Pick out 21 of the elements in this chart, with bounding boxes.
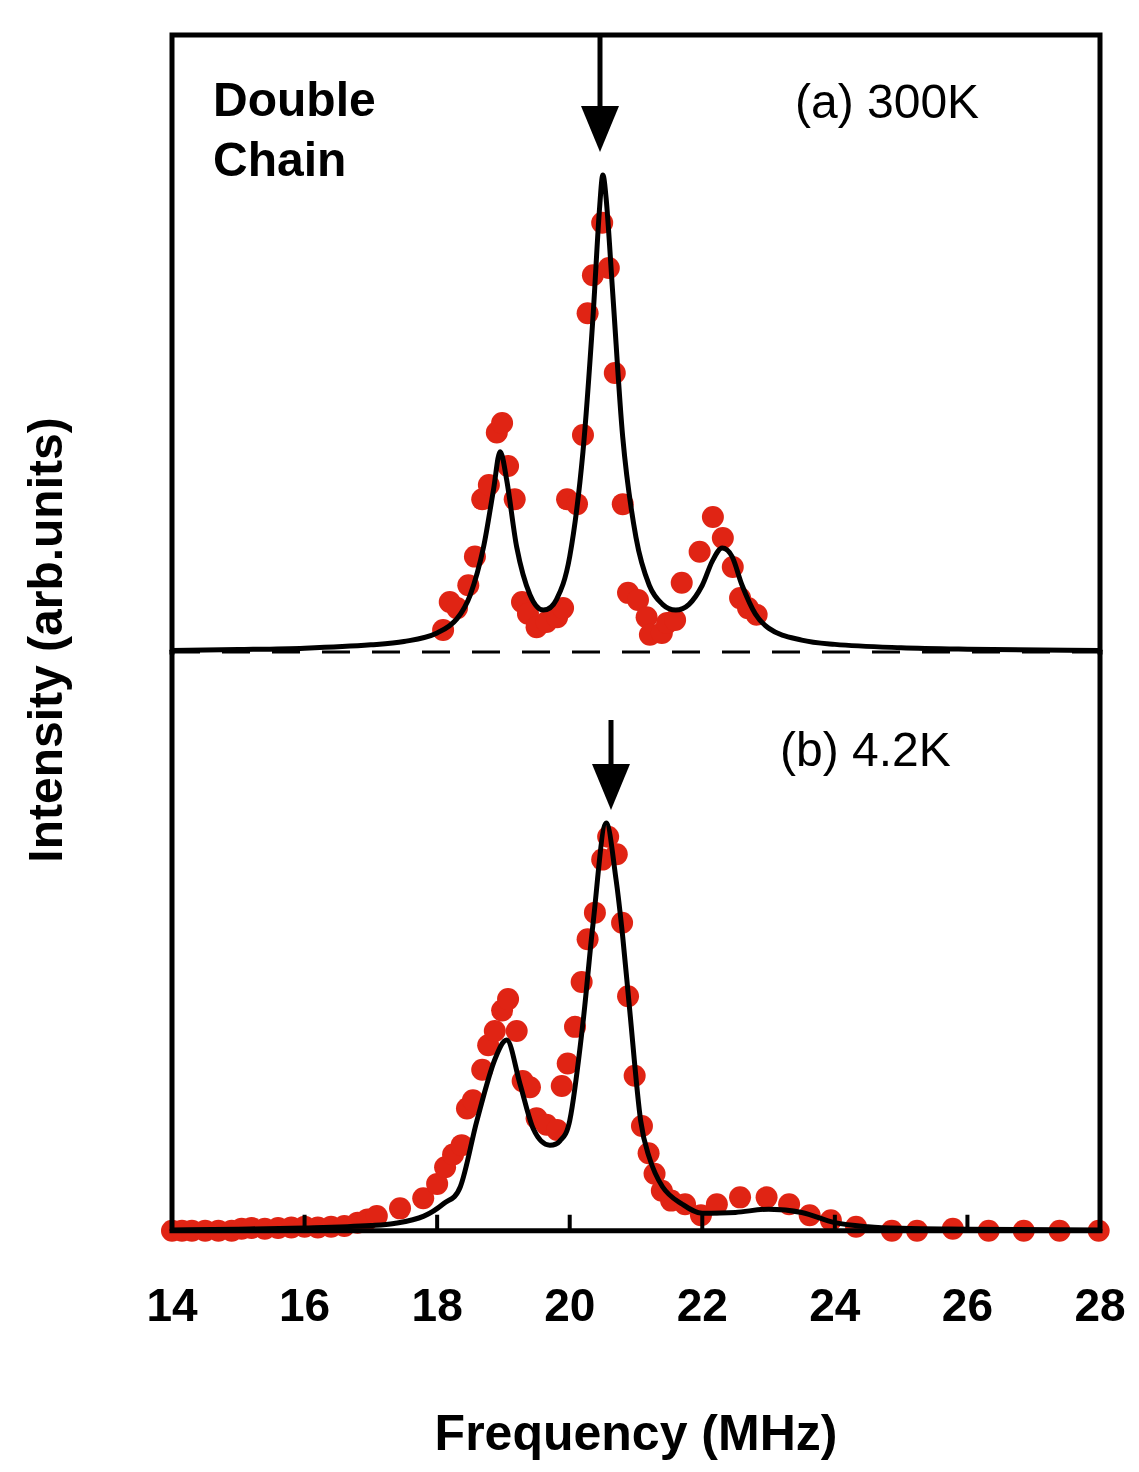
text: (a) 300K: [795, 74, 981, 130]
x-tick-label: 20: [544, 1279, 596, 1332]
x-tick-label: 18: [411, 1279, 463, 1332]
x-tick-label: 16: [278, 1279, 331, 1332]
point: [670, 571, 693, 594]
y-axis-title: Intensity (arb.units): [17, 417, 73, 863]
x-tick-label: 26: [941, 1279, 994, 1332]
x-tick-label: 28: [1074, 1279, 1126, 1332]
point: [552, 597, 575, 620]
x-tick-label: 24: [809, 1279, 861, 1332]
x-axis-title: Frequency (MHz): [434, 1404, 838, 1461]
x-tick-label: 22: [676, 1279, 728, 1332]
annotation: Double Chain: [213, 72, 377, 188]
text: (b) 4.2K: [780, 722, 952, 778]
point: [711, 527, 734, 549]
point: [701, 506, 724, 529]
point: [664, 609, 687, 632]
point: [626, 589, 649, 612]
point: [491, 412, 514, 435]
point: [688, 540, 711, 563]
x-tick-label: 14: [146, 1279, 198, 1332]
